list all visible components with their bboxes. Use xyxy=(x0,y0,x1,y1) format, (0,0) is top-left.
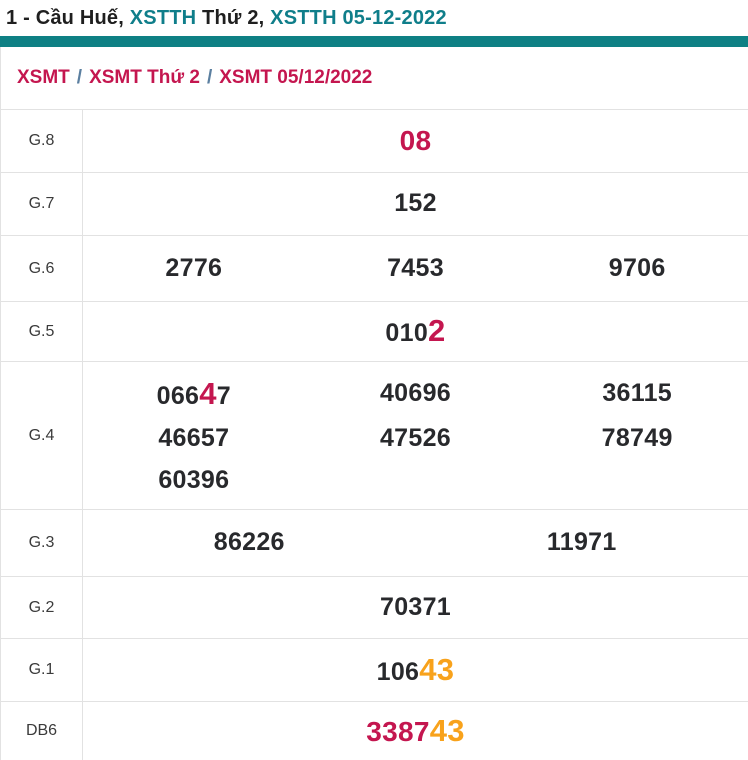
prize-number: 7453 xyxy=(305,253,527,283)
number-segment: 9706 xyxy=(608,253,666,282)
number-segment: 2 xyxy=(428,313,446,349)
prize-label: G.1 xyxy=(1,639,83,701)
prize-label: G.7 xyxy=(1,173,83,235)
prize-label: G.6 xyxy=(1,236,83,301)
prize-number: 86226 xyxy=(83,529,416,557)
title-segment: Thứ 2, xyxy=(196,7,271,29)
prize-number: 60396 xyxy=(83,465,305,495)
breadcrumb-separator: / xyxy=(76,67,83,88)
prize-label: G.3 xyxy=(1,510,83,576)
teal-accent-bar xyxy=(0,36,748,47)
prize-label: G.5 xyxy=(1,302,83,361)
breadcrumb-separator: / xyxy=(206,67,213,88)
number-segment: 152 xyxy=(394,189,437,218)
prize-number: 11971 xyxy=(416,529,748,557)
prize-values: 10643 xyxy=(83,639,748,701)
number-segment: 60396 xyxy=(158,465,230,494)
number-segment: 066 xyxy=(156,381,200,410)
title-segment[interactable]: XSTTH xyxy=(129,7,197,29)
prize-label: G.8 xyxy=(1,110,83,172)
prize-number: 152 xyxy=(83,190,748,218)
number-segment: 7453 xyxy=(387,253,444,282)
number-segment: 11971 xyxy=(546,528,617,557)
prize-row-g1: G.1 10643 xyxy=(1,639,748,702)
number-segment: 7 xyxy=(216,381,232,410)
number-segment: 2776 xyxy=(165,253,223,282)
prize-row-g6: G.6 2776 7453 9706 xyxy=(1,236,748,302)
prize-number: 78749 xyxy=(526,424,748,453)
title-segment: 1 - Cầu Huế, xyxy=(6,7,130,29)
number-segment: 86226 xyxy=(213,528,285,557)
number-segment: 43 xyxy=(429,712,465,748)
prize-number: 46657 xyxy=(83,424,305,453)
number-segment: 3387 xyxy=(366,715,430,747)
page-title: 1 - Cầu Huế, XSTTH Thứ 2, XSTTH 05-12-20… xyxy=(0,0,748,36)
number-segment: 43 xyxy=(419,651,455,687)
prize-number: 2776 xyxy=(83,253,305,283)
prize-label: G.4 xyxy=(1,362,83,509)
prize-number: 0102 xyxy=(83,314,748,348)
prize-row-g8: G.8 08 xyxy=(1,110,748,173)
number-segment: 47526 xyxy=(379,424,451,453)
prize-label: DB6 xyxy=(1,702,83,760)
prize-values: 152 xyxy=(83,173,748,235)
number-segment: 4 xyxy=(199,375,217,411)
prize-values: 06647 40696 36115 46657 47526 78749 60396 xyxy=(83,362,748,509)
prize-row-g4: G.4 06647 40696 36115 46657 47526 78749 60396 xyxy=(1,362,748,510)
prize-label: G.2 xyxy=(1,577,83,638)
prize-number: 9706 xyxy=(526,253,748,283)
results-table: G.8 08 G.7 152 G.6 2776 7453 9706 G.5 0102 G.4 0664… xyxy=(1,110,748,760)
number-segment: 70371 xyxy=(379,592,452,621)
prize-number: 10643 xyxy=(83,651,748,687)
prize-number: 338743 xyxy=(83,712,748,748)
number-segment: 106 xyxy=(376,657,420,686)
breadcrumb-item[interactable]: XSMT xyxy=(17,67,70,88)
breadcrumb: XSMT / XSMT Thứ 2 / XSMT 05/12/2022 xyxy=(1,47,748,110)
breadcrumb-item[interactable]: XSMT Thứ 2 xyxy=(89,67,200,88)
prize-values: 70371 xyxy=(83,577,748,638)
results-panel: XSMT / XSMT Thứ 2 / XSMT 05/12/2022 G.8 08 G.7… xyxy=(0,47,748,760)
number-segment: 08 xyxy=(399,124,432,156)
number-segment: 40696 xyxy=(379,379,451,408)
prize-row-db6: DB6 338743 xyxy=(1,702,748,760)
prize-row-g3: G.3 86226 11971 xyxy=(1,510,748,577)
prize-values: 0102 xyxy=(83,302,748,361)
number-segment: 010 xyxy=(385,319,429,348)
prize-number: 36115 xyxy=(526,380,748,408)
number-segment: 46657 xyxy=(158,424,230,453)
prize-number: 47526 xyxy=(305,424,527,453)
breadcrumb-item[interactable]: XSMT 05/12/2022 xyxy=(219,67,373,88)
title-segment[interactable]: XSTTH 05-12-2022 xyxy=(270,7,447,29)
prize-values: 86226 11971 xyxy=(83,510,748,576)
number-segment: 36115 xyxy=(602,379,672,408)
prize-number: 08 xyxy=(83,124,748,157)
prize-row-g5: G.5 0102 xyxy=(1,302,748,362)
prize-values: 08 xyxy=(83,110,748,172)
prize-row-g2: G.2 70371 xyxy=(1,577,748,639)
prize-values: 338743 xyxy=(83,702,748,760)
prize-number: 06647 xyxy=(83,375,305,411)
number-segment: 78749 xyxy=(601,424,673,453)
prize-number: 70371 xyxy=(83,592,748,622)
prize-row-g7: G.7 152 xyxy=(1,173,748,236)
prize-number: 40696 xyxy=(305,380,527,408)
prize-values: 2776 7453 9706 xyxy=(83,236,748,301)
